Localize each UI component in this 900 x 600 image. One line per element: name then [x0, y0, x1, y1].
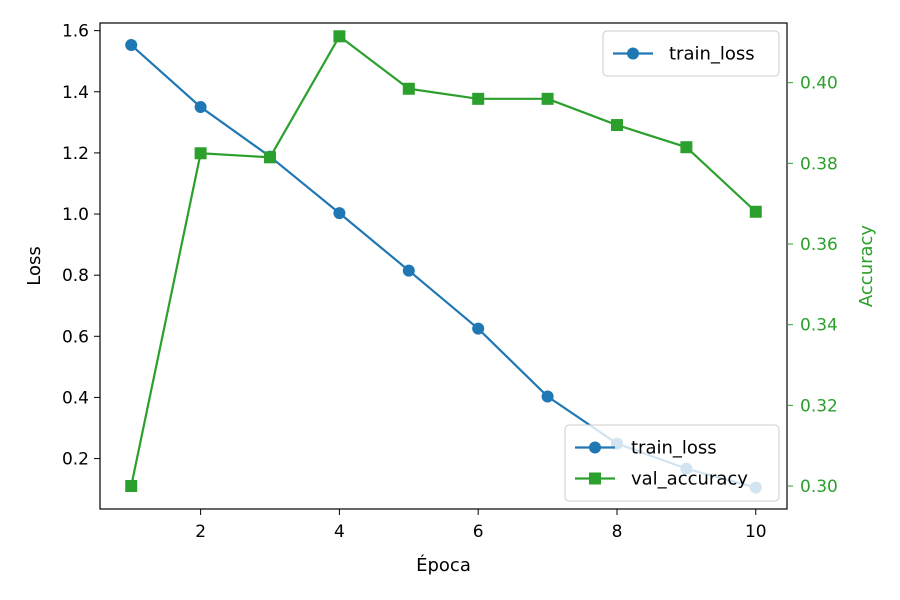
- data-point: [472, 92, 485, 105]
- legend-label: train_loss: [669, 44, 755, 65]
- data-point: [194, 101, 207, 114]
- legend-label: train_loss: [631, 438, 717, 459]
- right-y-tick-label: 0.36: [800, 235, 838, 255]
- series-line-train_loss: [130, 44, 757, 489]
- data-point: [402, 82, 415, 95]
- legend-box: [602, 30, 780, 77]
- data-point: [194, 147, 207, 160]
- right-y-tick-label: 0.38: [800, 154, 838, 174]
- data-point: [749, 205, 762, 218]
- left-y-tick-label: 1.4: [62, 83, 89, 103]
- left-y-tick-label: 0.8: [62, 266, 89, 286]
- right-y-tick-label: 0.32: [800, 396, 838, 416]
- legend-layer: train_loss train_loss val_accuracy: [564, 30, 780, 502]
- data-point: [333, 30, 346, 43]
- data-point: [264, 151, 277, 164]
- legend-lower-right: train_loss val_accuracy: [564, 424, 780, 502]
- series-val_accuracy: [125, 30, 762, 493]
- left-y-tick-label: 0.4: [62, 388, 89, 408]
- x-tick-label: 10: [745, 522, 767, 542]
- legend-marker: [589, 441, 601, 454]
- series-line-val_accuracy: [130, 35, 757, 487]
- x-tick-label: 2: [195, 522, 206, 542]
- x-tick-label: 6: [473, 522, 484, 542]
- x-tick-label: 8: [612, 522, 623, 542]
- left-y-tick-label: 0.6: [62, 327, 89, 347]
- left-y-tick-label: 1.6: [62, 22, 89, 42]
- ticks-layer: 2 4 6 8 10 0.2 0.4 0.6 0.8 1.0 1.2 1.4 1.6 0.30 0.32 0.…: [62, 22, 838, 542]
- legend-marker: [589, 472, 601, 485]
- right-y-tick-label: 0.40: [800, 74, 838, 94]
- x-tick-label: 4: [334, 522, 345, 542]
- legend-marker: [627, 47, 639, 60]
- data-point: [402, 264, 415, 277]
- right-y-axis-label: Accuracy: [856, 225, 877, 308]
- left-y-tick-label: 1.0: [62, 205, 89, 225]
- x-axis-label: Época: [416, 554, 471, 576]
- right-y-tick-label: 0.30: [800, 477, 838, 497]
- series-layer: [125, 30, 762, 494]
- left-y-axis-label: Loss: [24, 246, 45, 285]
- data-point: [610, 119, 623, 132]
- data-point: [125, 480, 138, 493]
- legend-box: [564, 424, 780, 502]
- right-y-tick-label: 0.34: [800, 316, 838, 336]
- data-point: [472, 322, 485, 335]
- data-point: [541, 390, 554, 403]
- legend-label: val_accuracy: [631, 469, 748, 490]
- data-point: [680, 141, 693, 154]
- legend-upper-right: train_loss: [602, 30, 780, 77]
- axes-layer: Época Loss Accuracy: [24, 22, 877, 576]
- left-y-tick-label: 0.2: [62, 450, 89, 470]
- data-point: [125, 39, 138, 52]
- data-point: [541, 92, 554, 105]
- left-y-tick-label: 1.2: [62, 144, 89, 164]
- data-point: [333, 207, 346, 220]
- plot-frame: [99, 22, 788, 510]
